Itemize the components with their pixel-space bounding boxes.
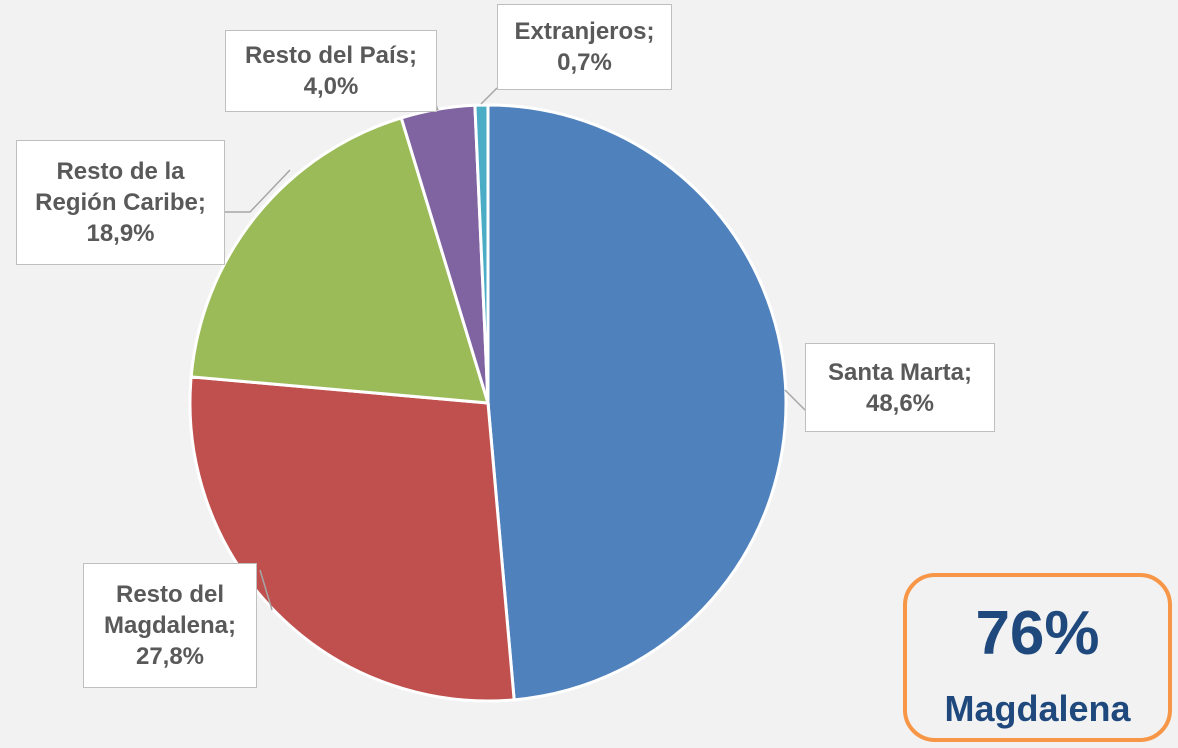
slices [188,103,788,703]
label-category: Extranjeros; [514,18,655,45]
label-value: 0,7% [557,49,612,76]
leader-line [480,87,498,105]
data-label: Resto del País; 4,0% [225,30,437,112]
leader-line [784,389,806,411]
slice [189,116,491,405]
annotation-value: 76% [975,599,1100,668]
label-category: Resto de la Región Caribe; [35,158,206,216]
label-category: Santa Marta; [827,358,973,386]
label-category: Resto del Magdalena; [103,581,237,639]
slice [473,103,490,404]
data-label: Resto de la Región Caribe; 18,9% [16,140,225,265]
data-label: Resto del Magdalena; 27,8% [83,563,257,688]
label-value: 27,8% [135,643,205,670]
leader-line [225,169,291,213]
annotation-label: Magdalena [944,688,1131,729]
slice [486,103,788,702]
data-label: Extranjeros; 0,7% [497,4,672,90]
label-value: 18,9% [86,220,155,247]
label-value: 48,6% [865,389,935,417]
annotation-box: 76% Magdalena [903,573,1172,742]
label-value: 4,0% [303,73,359,100]
slice [188,375,516,703]
label-category: Resto del País; [244,42,418,69]
data-label: Santa Marta; 48,6% [805,343,995,432]
leader-line [259,569,273,611]
leader-lines [225,87,806,611]
